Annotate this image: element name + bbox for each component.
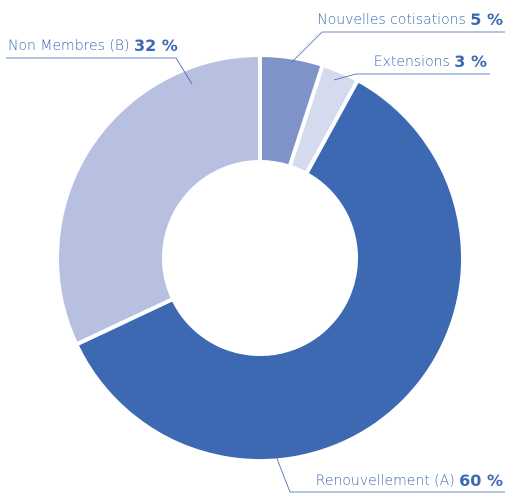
leader-line — [291, 31, 323, 63]
slice-label: Renouvellement (A) 60 % — [316, 471, 503, 490]
label-name: Renouvellement (A) — [316, 473, 455, 489]
slice-label: Nouvelles cotisations 5 % — [317, 10, 503, 29]
leader-line — [261, 419, 291, 493]
label-name: Extensions — [374, 54, 450, 70]
slice — [73, 77, 465, 463]
label-value: 3 % — [454, 52, 487, 71]
slice — [55, 52, 262, 348]
leader-line — [333, 73, 357, 81]
label-value: 60 % — [459, 471, 503, 490]
slices — [55, 52, 465, 463]
label-name: Non Membres (B) — [8, 38, 129, 54]
label-name: Nouvelles cotisations — [317, 12, 466, 28]
slice-label: Non Membres (B) 32 % — [8, 36, 178, 55]
label-value: 32 % — [134, 36, 178, 55]
leader-line — [175, 57, 193, 85]
slice-label: Extensions 3 % — [374, 52, 487, 71]
label-value: 5 % — [470, 10, 503, 29]
